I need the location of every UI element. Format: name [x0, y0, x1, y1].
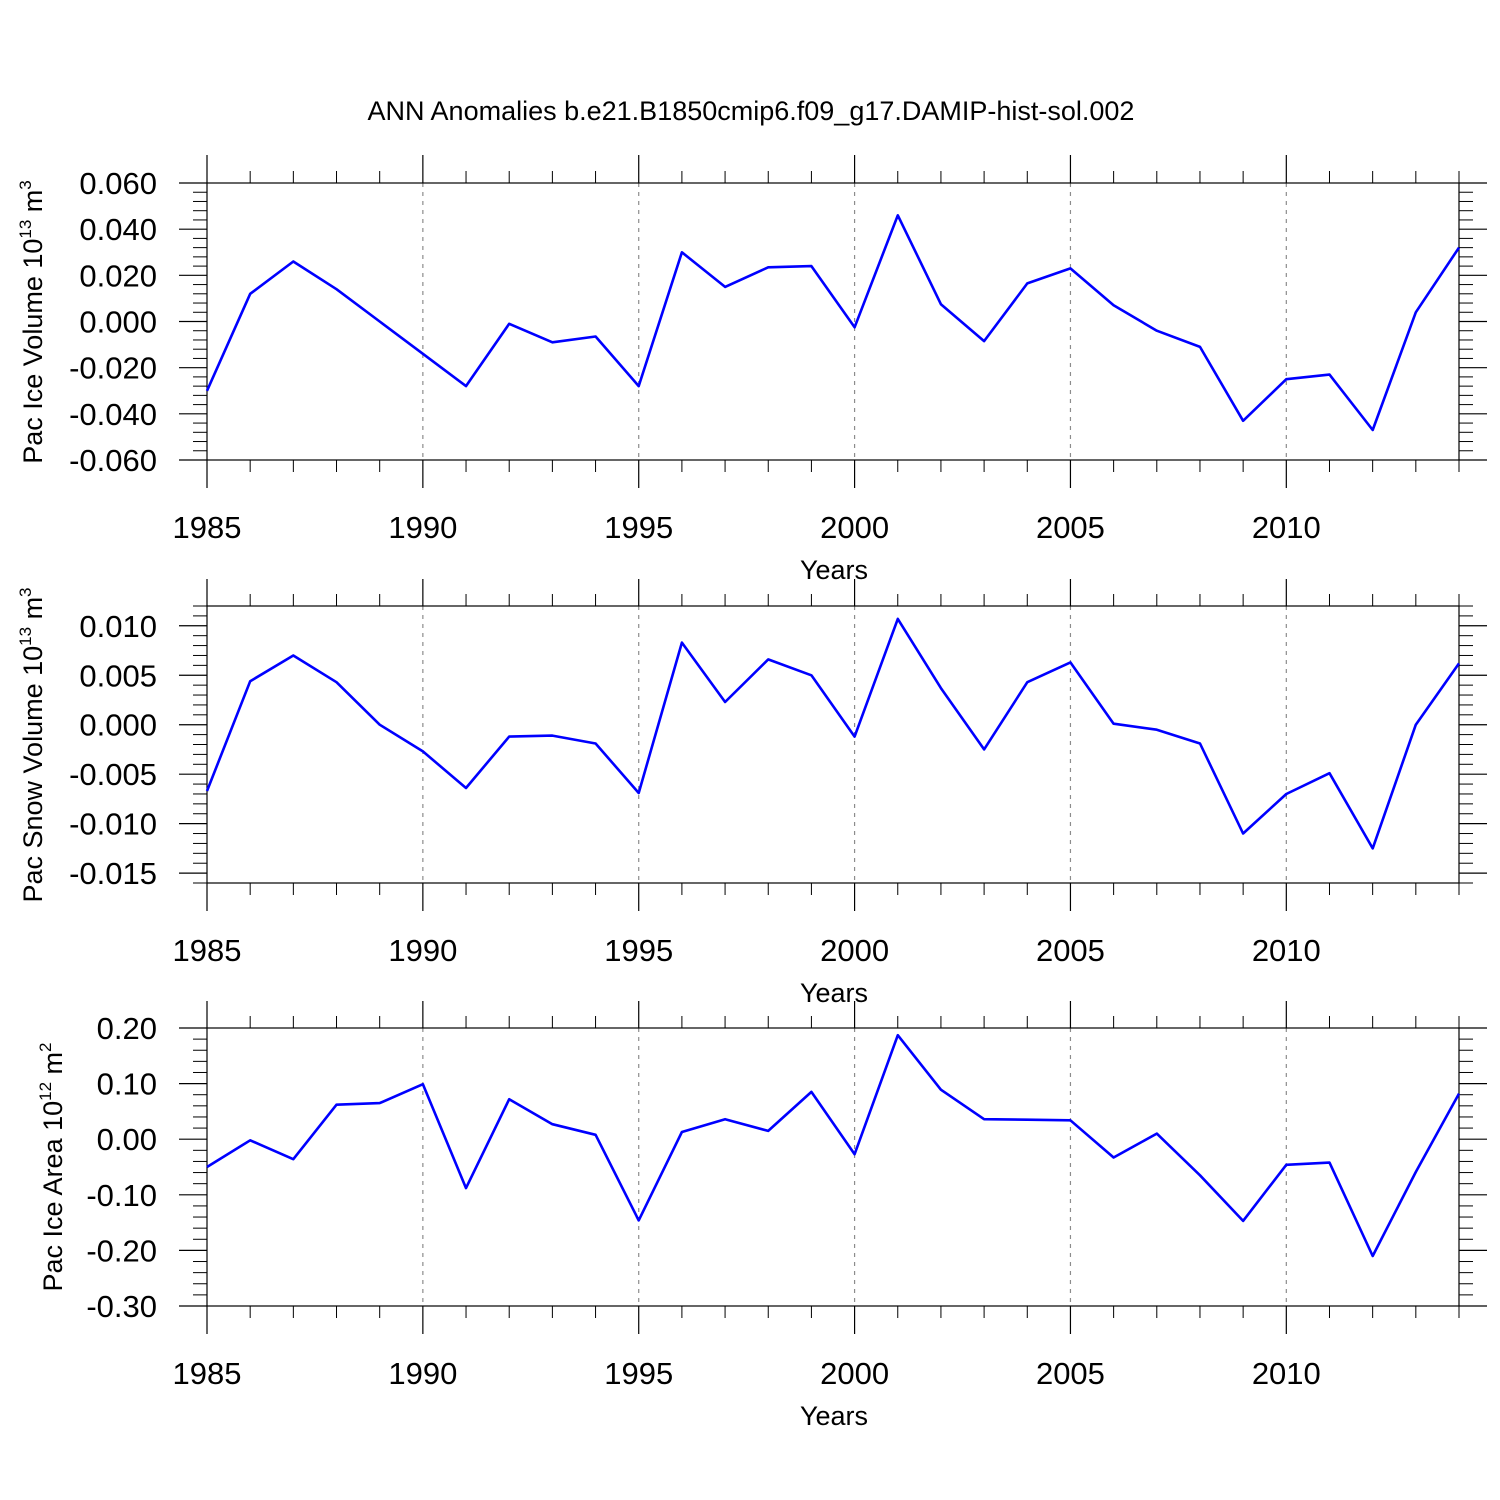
y-tick-label: 0.00 [97, 1122, 157, 1157]
x-tick-label: 2000 [820, 933, 889, 968]
series-line [206, 1033, 1461, 1258]
y-tick-label: 0.010 [79, 609, 157, 644]
y-tick-label: -0.005 [69, 757, 157, 792]
x-tick-label: 2000 [820, 510, 889, 545]
x-tick-label: 1985 [173, 933, 242, 968]
y-tick-label: 0.000 [79, 305, 157, 340]
y-tick-label: -0.30 [86, 1289, 157, 1324]
y-axis-label: Pac Ice Area 1012 m2 [36, 1042, 68, 1291]
y-tick-label: 0.10 [97, 1067, 157, 1102]
panel-1: -0.060 -0.040 -0.020 0.000 0.020 0.040 0.060 19… [16, 155, 1487, 585]
x-tick-label: 2005 [1036, 510, 1105, 545]
x-axis-label: Years [800, 555, 868, 585]
x-tick-label: 2005 [1036, 1356, 1105, 1391]
x-tick-label: 1995 [604, 933, 673, 968]
x-tick-label: 2000 [820, 1356, 889, 1391]
y-tick-label: -0.060 [69, 443, 157, 478]
panel-3: -0.30 -0.20 -0.10 0.00 0.10 0.20 1985 1990 1995 2… [36, 1001, 1487, 1431]
plot-frame [206, 1027, 1460, 1307]
x-tick-label: 2010 [1252, 1356, 1321, 1391]
x-tick-label: 2010 [1252, 510, 1321, 545]
x-axis-label: Years [800, 978, 868, 1008]
y-tick-label: -0.010 [69, 807, 157, 842]
y-tick-label: 0.005 [79, 658, 157, 693]
y-tick-label: 0.060 [79, 166, 157, 201]
y-tick-label: -0.020 [69, 351, 157, 386]
series-line [205, 617, 1461, 850]
plot-frame [206, 182, 1460, 461]
series-line [205, 214, 1461, 432]
y-tick-label: 0.020 [79, 258, 157, 293]
plot-frame [206, 605, 1460, 884]
x-tick-label: 1990 [388, 933, 457, 968]
y-axis-label: Pac Ice Volume 1013 m3 [16, 180, 48, 464]
y-tick-label: -0.040 [69, 397, 157, 432]
x-axis-label: Years [800, 1401, 868, 1431]
y-tick-label: -0.10 [86, 1178, 157, 1213]
y-tick-label: 0.20 [97, 1011, 157, 1046]
x-tick-label: 2010 [1252, 933, 1321, 968]
panel-2: -0.015 -0.010 -0.005 0.000 0.005 0.010 1985 199… [16, 579, 1487, 1008]
x-tick-label: 2005 [1036, 933, 1105, 968]
x-tick-label: 1995 [604, 1356, 673, 1391]
y-axis-label: Pac Snow Volume 1013 m3 [16, 587, 48, 902]
y-tick-label: 0.040 [79, 212, 157, 247]
x-tick-label: 1990 [388, 1356, 457, 1391]
x-tick-label: 1985 [173, 1356, 242, 1391]
chart-title: ANN Anomalies b.e21.B1850cmip6.f09_g17.D… [368, 96, 1135, 126]
x-tick-label: 1985 [173, 510, 242, 545]
y-tick-label: -0.20 [86, 1233, 157, 1268]
y-tick-label: -0.015 [69, 856, 157, 891]
x-tick-label: 1995 [604, 510, 673, 545]
x-tick-label: 1990 [388, 510, 457, 545]
y-tick-label: 0.000 [79, 708, 157, 743]
